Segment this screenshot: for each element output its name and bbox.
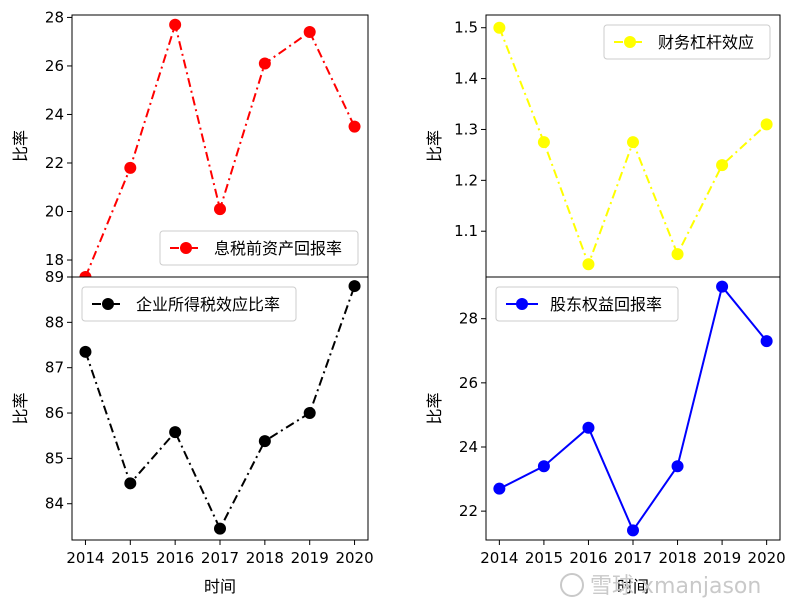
data-point [214, 203, 226, 216]
x-tick-label: 2014 [66, 549, 104, 567]
data-point [493, 21, 506, 34]
x-axis-label: 时间 [617, 577, 649, 596]
y-tick-label: 1.1 [454, 222, 478, 240]
data-point [258, 435, 271, 448]
watermark: 雪球 xmanjason [560, 573, 761, 599]
x-tick-label: 2019 [703, 549, 741, 567]
data-point [124, 161, 137, 174]
y-tick-label: 28 [45, 8, 64, 26]
x-tick-label: 2020 [748, 549, 786, 567]
y-tick-label: 24 [45, 105, 64, 123]
x-tick-label: 2015 [525, 549, 563, 567]
chart-3: 84 85 86 87 88 89 2014 2015 2016 2017 2018 2019 2020… [11, 268, 374, 596]
data-point [169, 426, 182, 439]
data-point [582, 421, 595, 434]
data-point [716, 280, 729, 293]
legend: 财务杠杆效应 [603, 24, 771, 60]
legend-box [603, 24, 771, 60]
legend-label: 股东权益回报率 [550, 295, 662, 314]
y-tick-label: 18 [45, 251, 64, 269]
legend-marker [624, 36, 636, 48]
x-tick-label: 2019 [291, 549, 329, 567]
legend-label: 企业所得税效应比率 [136, 295, 280, 314]
y-tick-label: 89 [45, 268, 64, 286]
y-tick-label: 88 [45, 313, 64, 331]
plot-frame [71, 276, 369, 541]
y-tick-label: 1.5 [454, 19, 478, 37]
data-point [124, 477, 137, 490]
x-tick-label: 2018 [658, 549, 696, 567]
y-tick-label: 87 [45, 359, 64, 377]
snowball-logo-icon [560, 573, 584, 597]
chart-2: 1.1 1.2 1.3 1.4 1.5 比率 财务杠杆效应 [425, 14, 781, 278]
data-point [169, 18, 182, 31]
y-tick-label: 28 [459, 310, 478, 328]
y-axis-label: 比率 [425, 392, 444, 424]
x-tick-label: 2015 [111, 549, 149, 567]
y-tick-label: 22 [45, 154, 64, 172]
x-tick-label: 2020 [335, 549, 373, 567]
watermark-text: 雪球 xmanjason [590, 574, 761, 599]
x-axis-label: 时间 [204, 577, 236, 596]
x-tick-label: 2016 [569, 549, 607, 567]
y-tick-label: 1.3 [454, 120, 478, 138]
x-tick-label: 2016 [156, 549, 194, 567]
legend-box [159, 230, 359, 266]
data-point [760, 335, 773, 348]
y-tick-label: 24 [459, 438, 478, 456]
data-point [258, 57, 271, 70]
legend-label: 息税前资产回报率 [214, 239, 342, 258]
data-point [627, 136, 639, 149]
data-point [716, 159, 729, 172]
x-tick-label: 2014 [480, 549, 518, 567]
chart-4: 22 24 26 28 2014 2015 2016 2017 2018 2019 2020 比率时间… [425, 276, 786, 596]
plot-frame [485, 276, 781, 541]
y-tick-label: 1.4 [454, 70, 478, 88]
legend: 息税前资产回报率 [159, 230, 359, 266]
legend: 企业所得税效应比率 [81, 286, 297, 322]
y-axis-label: 比率 [425, 130, 444, 162]
data-point [671, 460, 684, 473]
data-point [582, 258, 595, 271]
data-point [537, 136, 550, 149]
y-tick-label: 20 [45, 203, 64, 221]
data-point [348, 280, 361, 293]
y-tick-label: 26 [45, 57, 64, 75]
legend-label: 财务杠杆效应 [658, 33, 754, 52]
x-tick-label: 2018 [246, 549, 284, 567]
legend-box [81, 286, 297, 322]
legend: 股东权益回报率 [495, 286, 679, 322]
data-point [214, 522, 226, 535]
data-point [537, 460, 550, 473]
y-axis-label: 比率 [11, 130, 30, 162]
y-tick-label: 22 [459, 502, 478, 520]
y-tick-label: 86 [45, 404, 64, 422]
y-tick-label: 1.2 [454, 171, 478, 189]
x-tick-label: 2017 [614, 549, 652, 567]
data-point [760, 118, 773, 131]
data-point [303, 407, 316, 420]
x-tick-label: 2017 [201, 549, 239, 567]
data-point [303, 25, 316, 38]
y-tick-label: 85 [45, 449, 64, 467]
legend-marker [180, 242, 192, 254]
legend-box [495, 286, 679, 322]
data-point [348, 120, 361, 133]
legend-marker [516, 298, 528, 310]
y-axis-label: 比率 [11, 392, 30, 424]
y-tick-label: 26 [459, 374, 478, 392]
data-point [79, 345, 92, 358]
data-point [671, 248, 684, 261]
data-point [493, 482, 506, 495]
y-tick-label: 84 [45, 495, 64, 513]
legend-marker [102, 298, 114, 310]
data-point [627, 524, 639, 537]
